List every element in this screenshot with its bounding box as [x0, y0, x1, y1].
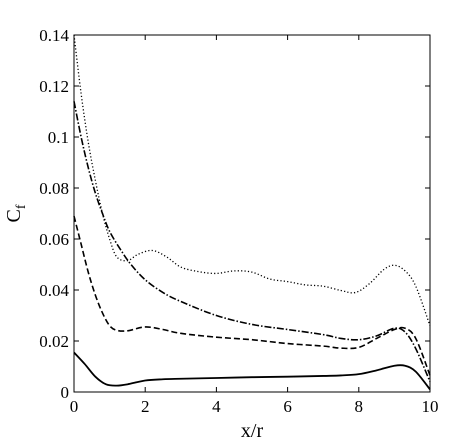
y-tick-label: 0.14	[39, 26, 69, 45]
series-line-dotted	[73, 34, 431, 326]
y-axis-label: Cf	[3, 204, 29, 222]
svg-text:Cf: Cf	[3, 204, 29, 222]
x-tick-label: 6	[283, 397, 292, 416]
series-layer	[73, 34, 431, 391]
y-tick-label: 0.1	[48, 128, 69, 147]
x-tick-label: 2	[141, 397, 150, 416]
y-tick-label: 0.08	[39, 179, 69, 198]
y-tick-labels: 0 0.02 0.04 0.06 0.08 0.1 0.12 0.14	[39, 26, 69, 402]
x-tick-label: 10	[422, 397, 439, 416]
series-line-solid	[73, 351, 431, 391]
x-tick-labels: 0 2 4 6 8 10	[70, 397, 439, 416]
x-tick-label: 8	[355, 397, 364, 416]
y-tick-label: 0.02	[39, 332, 69, 351]
series-line-dash-dot	[73, 101, 431, 383]
y-axis-label-main: C	[3, 209, 25, 222]
x-axis-label: x/r	[241, 420, 264, 442]
y-axis-label-subscript: f	[14, 204, 29, 209]
series-line-dashed	[73, 215, 431, 376]
y-tick-label: 0.06	[39, 230, 69, 249]
y-tick-label: 0	[61, 383, 70, 402]
x-tick-label: 4	[212, 397, 221, 416]
plot-frame	[73, 34, 431, 393]
y-tick-label: 0.04	[39, 281, 69, 300]
x-tick-label: 0	[70, 397, 79, 416]
y-tick-label: 0.12	[39, 77, 69, 96]
